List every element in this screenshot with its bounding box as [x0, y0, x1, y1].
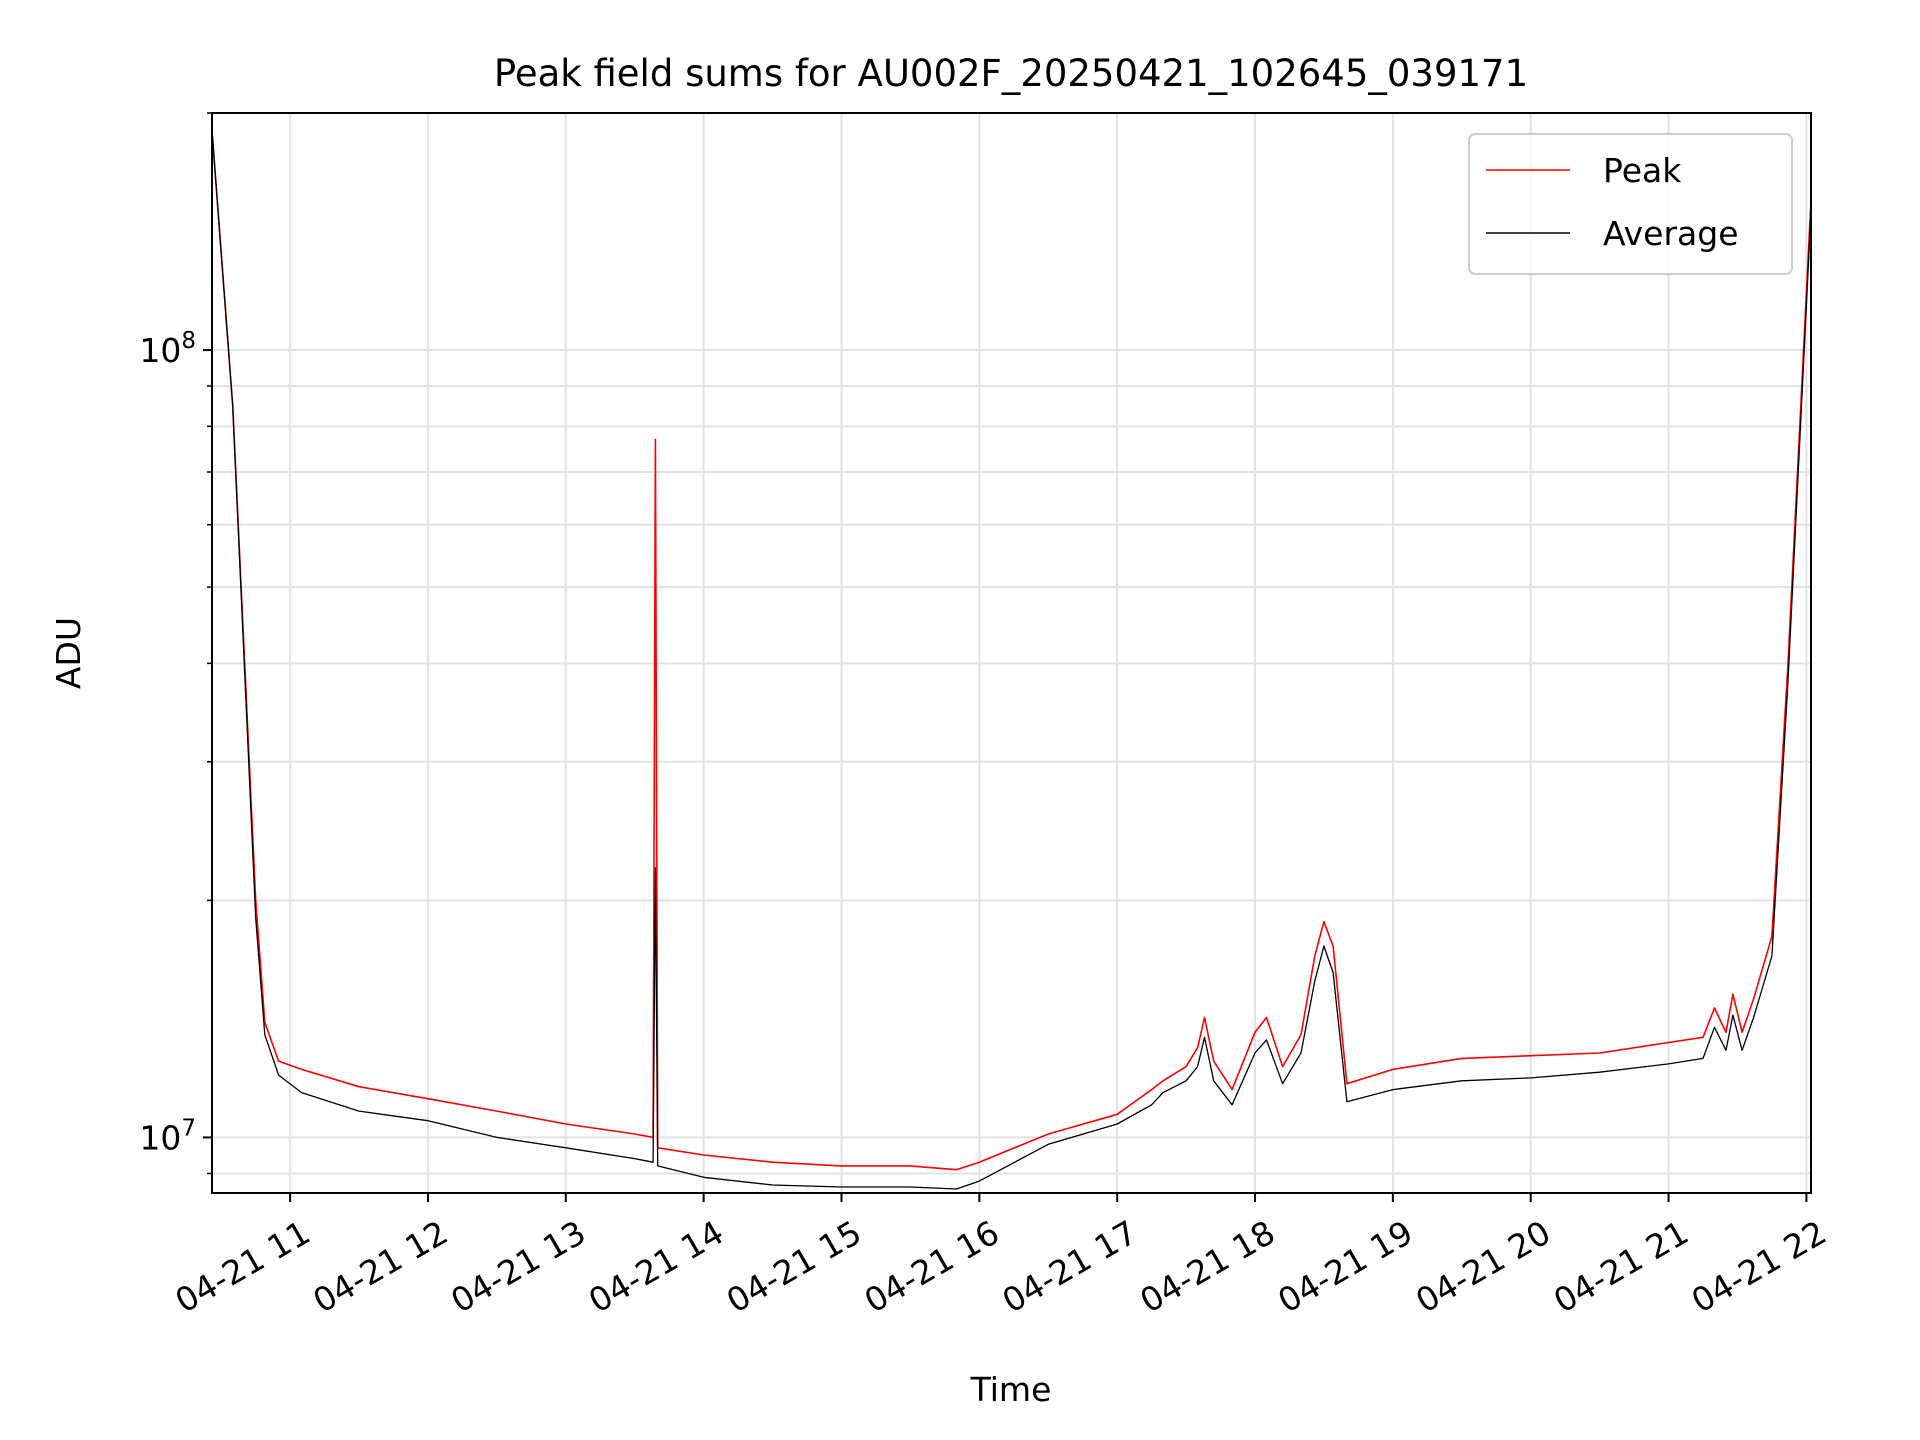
y-tick-label-base: 10: [139, 1118, 181, 1157]
legend-label-peak: Peak: [1603, 151, 1682, 190]
y-tick-label: 107: [139, 1115, 196, 1157]
y-tick-label: 108: [139, 328, 196, 370]
x-axis-label: Time: [970, 1370, 1052, 1409]
chart-title: Peak field sums for AU002F_20250421_1026…: [494, 52, 1528, 95]
series-lines: [211, 130, 1812, 1190]
legend-label-average: Average: [1603, 214, 1739, 253]
legend-box: [1468, 133, 1793, 275]
y-axis-label: ADU: [49, 617, 88, 689]
grid: [212, 112, 1811, 1193]
y-tick-label-base: 10: [139, 331, 181, 370]
legend: Peak Average: [1468, 133, 1793, 275]
series-line-peak: [211, 130, 1812, 1171]
y-tick-label-exponent: 7: [181, 1115, 196, 1141]
series-line-average: [211, 130, 1812, 1190]
y-tick-label-exponent: 8: [181, 328, 196, 354]
plot-frame: [211, 112, 1812, 1194]
